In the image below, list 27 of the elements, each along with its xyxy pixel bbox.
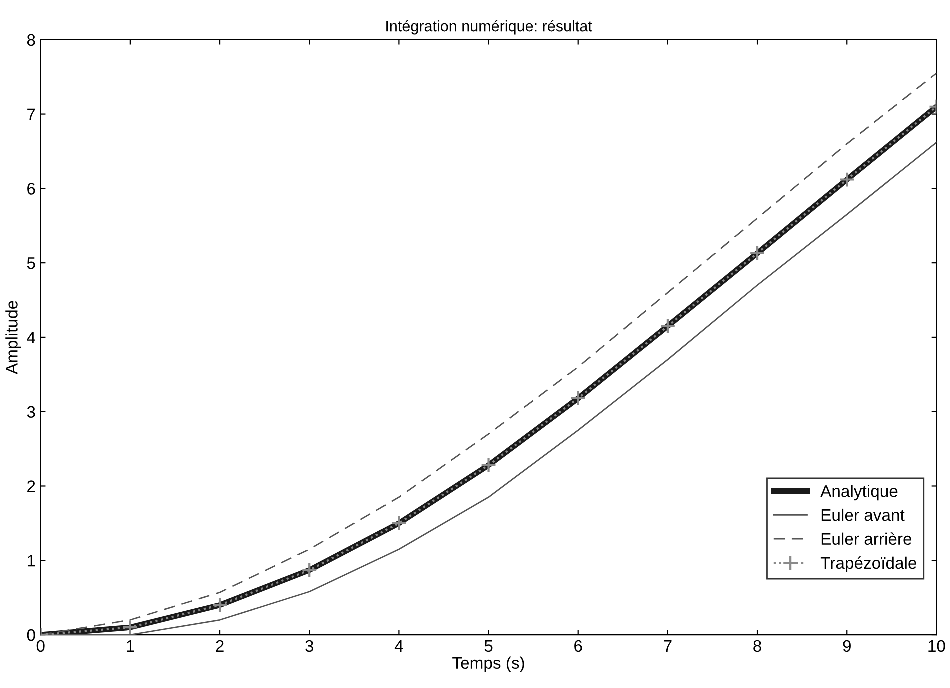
y-tick-label: 8 bbox=[27, 34, 36, 46]
legend-label: Trapézoïdale bbox=[820, 556, 916, 572]
x-tick-label: 7 bbox=[664, 640, 672, 652]
x-tick-label: 4 bbox=[394, 640, 404, 652]
x-tick-label: 0 bbox=[36, 640, 45, 652]
x-axis-title: Temps (s) bbox=[452, 656, 524, 672]
y-tick-label: 0 bbox=[27, 629, 36, 642]
x-tick-label: 10 bbox=[928, 640, 946, 652]
legend-label: Euler arrière bbox=[822, 532, 912, 546]
y-tick-label: 5 bbox=[27, 258, 36, 270]
x-tick-label: 5 bbox=[484, 640, 493, 652]
legend-label: Analytique bbox=[820, 485, 898, 501]
y-tick-label: 7 bbox=[28, 108, 36, 120]
y-tick-label: 1 bbox=[28, 555, 36, 567]
y-tick-label: 6 bbox=[28, 183, 36, 195]
legend-label: Euler avant bbox=[822, 508, 905, 522]
x-tick-label: 3 bbox=[306, 640, 314, 652]
y-tick-label: 2 bbox=[28, 480, 36, 492]
x-tick-label: 9 bbox=[843, 640, 851, 652]
x-tick-label: 1 bbox=[127, 640, 134, 652]
x-tick-label: 2 bbox=[216, 640, 224, 652]
chart-title: Intégration numérique: résultat bbox=[386, 20, 592, 35]
x-tick-label: 6 bbox=[574, 640, 582, 652]
y-tick-label: 4 bbox=[27, 332, 36, 344]
y-axis-title: Amplitude bbox=[6, 301, 22, 374]
x-tick-label: 8 bbox=[754, 640, 762, 652]
y-tick-label: 3 bbox=[27, 406, 36, 418]
